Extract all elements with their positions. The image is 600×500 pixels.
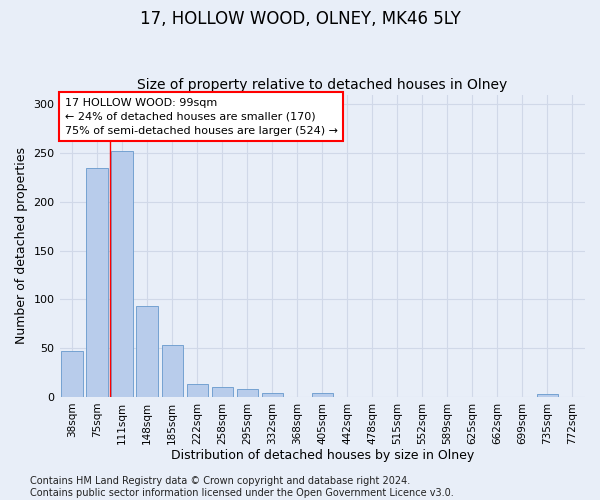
Bar <box>311 393 333 397</box>
Title: Size of property relative to detached houses in Olney: Size of property relative to detached ho… <box>137 78 508 92</box>
Bar <box>262 393 283 397</box>
Bar <box>161 346 183 397</box>
Bar <box>112 151 133 397</box>
Bar <box>212 387 233 397</box>
Bar <box>86 168 108 397</box>
Y-axis label: Number of detached properties: Number of detached properties <box>15 148 28 344</box>
Text: 17 HOLLOW WOOD: 99sqm
← 24% of detached houses are smaller (170)
75% of semi-det: 17 HOLLOW WOOD: 99sqm ← 24% of detached … <box>65 98 338 136</box>
X-axis label: Distribution of detached houses by size in Olney: Distribution of detached houses by size … <box>170 450 474 462</box>
Bar <box>187 384 208 397</box>
Bar <box>61 351 83 397</box>
Bar <box>136 306 158 397</box>
Text: Contains HM Land Registry data © Crown copyright and database right 2024.
Contai: Contains HM Land Registry data © Crown c… <box>30 476 454 498</box>
Bar <box>236 389 258 397</box>
Text: 17, HOLLOW WOOD, OLNEY, MK46 5LY: 17, HOLLOW WOOD, OLNEY, MK46 5LY <box>140 10 460 28</box>
Bar <box>537 394 558 397</box>
